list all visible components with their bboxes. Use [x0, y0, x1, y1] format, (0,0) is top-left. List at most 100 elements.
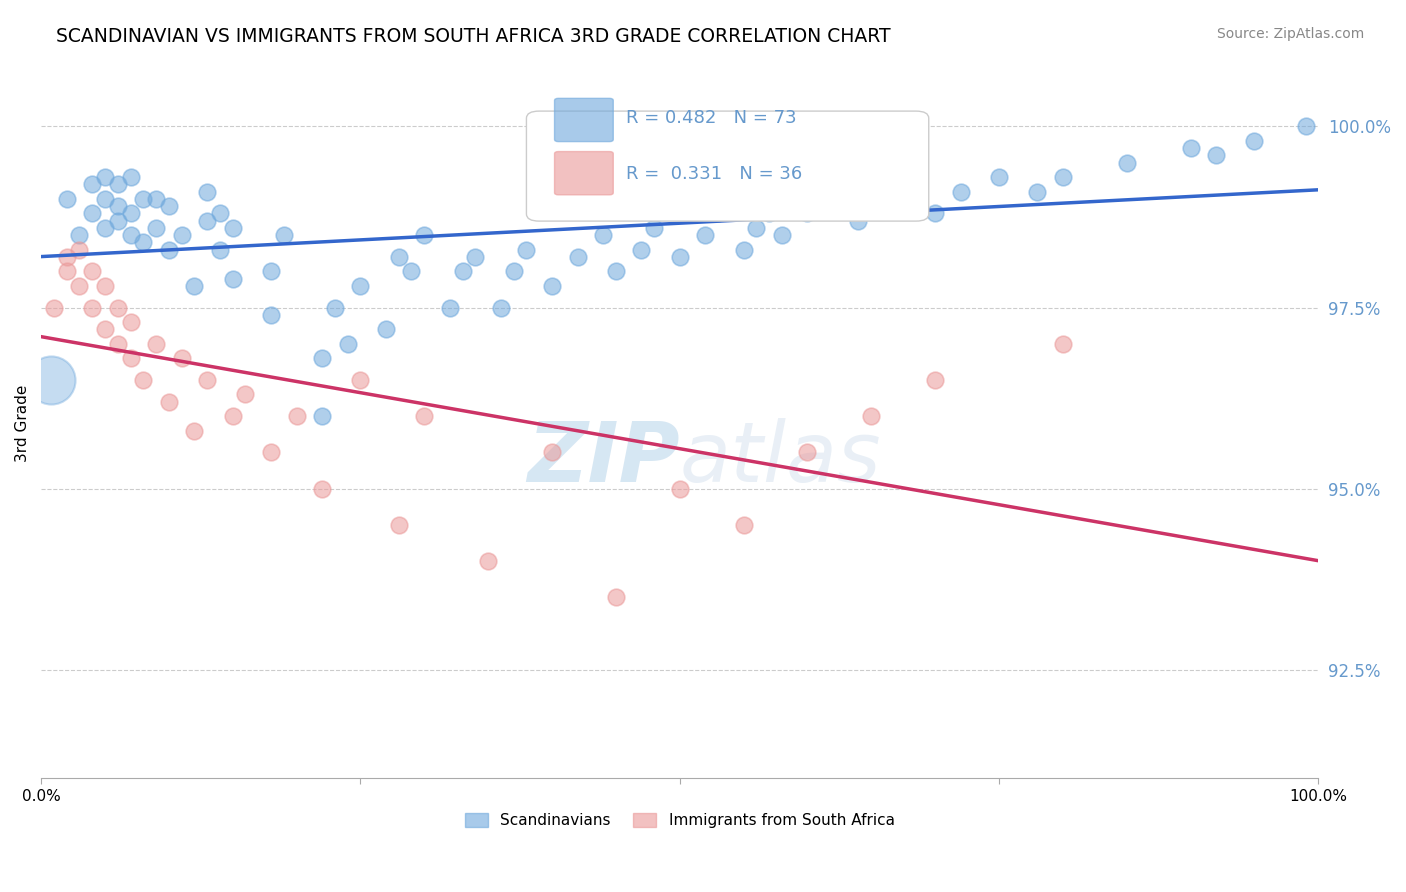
Point [157, 394, 180, 409]
Point [208, 206, 231, 220]
Point [260, 445, 283, 459]
Point [336, 336, 359, 351]
Point [860, 409, 883, 424]
Point [107, 336, 129, 351]
Point [1052, 170, 1074, 185]
Point [82, 178, 104, 192]
Point [94, 170, 117, 185]
Point [157, 243, 180, 257]
Point [668, 482, 690, 496]
Point [260, 264, 283, 278]
Point [1205, 148, 1227, 162]
Point [349, 373, 371, 387]
Point [132, 235, 155, 250]
Point [630, 243, 652, 257]
Point [592, 228, 614, 243]
Point [1052, 336, 1074, 351]
Point [770, 228, 793, 243]
Point [1180, 141, 1202, 155]
Point [42, 301, 65, 315]
Point [183, 278, 205, 293]
Point [668, 250, 690, 264]
Point [643, 220, 665, 235]
Point [1243, 134, 1265, 148]
Point [924, 206, 946, 220]
Point [451, 264, 474, 278]
Text: atlas: atlas [679, 418, 882, 500]
Point [145, 220, 167, 235]
Point [311, 351, 333, 366]
Point [94, 192, 117, 206]
Text: R =  0.331   N = 36: R = 0.331 N = 36 [626, 164, 803, 183]
FancyBboxPatch shape [554, 98, 613, 142]
Point [1295, 120, 1317, 134]
Point [107, 178, 129, 192]
Point [733, 517, 755, 532]
Point [745, 220, 768, 235]
Point [413, 228, 436, 243]
Point [988, 170, 1011, 185]
Text: R = 0.482   N = 73: R = 0.482 N = 73 [626, 109, 797, 128]
Point [695, 228, 717, 243]
Text: ZIP: ZIP [527, 418, 679, 500]
Point [157, 199, 180, 213]
Point [349, 278, 371, 293]
Point [170, 351, 193, 366]
Point [195, 373, 218, 387]
Point [733, 243, 755, 257]
Point [170, 228, 193, 243]
Point [67, 228, 90, 243]
Point [515, 243, 537, 257]
Point [477, 554, 499, 568]
Point [489, 301, 512, 315]
Point [120, 228, 142, 243]
Point [413, 409, 436, 424]
Point [107, 301, 129, 315]
Legend: Scandinavians, Immigrants from South Africa: Scandinavians, Immigrants from South Afr… [458, 807, 901, 834]
Point [82, 301, 104, 315]
Point [221, 220, 243, 235]
FancyBboxPatch shape [526, 112, 929, 221]
Point [260, 308, 283, 322]
Point [235, 387, 257, 401]
Point [439, 301, 461, 315]
Point [67, 243, 90, 257]
Point [82, 206, 104, 220]
Point [323, 301, 346, 315]
Point [924, 373, 946, 387]
Point [82, 264, 104, 278]
Text: SCANDINAVIAN VS IMMIGRANTS FROM SOUTH AFRICA 3RD GRADE CORRELATION CHART: SCANDINAVIAN VS IMMIGRANTS FROM SOUTH AF… [56, 27, 891, 45]
Point [183, 424, 205, 438]
Point [796, 206, 818, 220]
Point [120, 315, 142, 329]
Point [541, 445, 564, 459]
Point [707, 206, 730, 220]
Point [55, 250, 77, 264]
Point [132, 192, 155, 206]
Point [1115, 155, 1137, 169]
Point [1026, 185, 1049, 199]
Point [41, 373, 63, 387]
Point [107, 199, 129, 213]
Point [285, 409, 308, 424]
Point [195, 213, 218, 227]
Point [221, 271, 243, 285]
Point [401, 264, 423, 278]
Point [221, 409, 243, 424]
Point [273, 228, 295, 243]
Point [949, 185, 972, 199]
Point [374, 322, 396, 336]
Text: Source: ZipAtlas.com: Source: ZipAtlas.com [1216, 27, 1364, 41]
Point [848, 213, 870, 227]
Point [132, 373, 155, 387]
Point [605, 590, 627, 604]
Point [55, 264, 77, 278]
Point [120, 351, 142, 366]
Point [388, 250, 411, 264]
Point [67, 278, 90, 293]
Point [94, 220, 117, 235]
Point [821, 192, 844, 206]
Point [464, 250, 486, 264]
Point [55, 192, 77, 206]
Y-axis label: 3rd Grade: 3rd Grade [15, 384, 30, 462]
